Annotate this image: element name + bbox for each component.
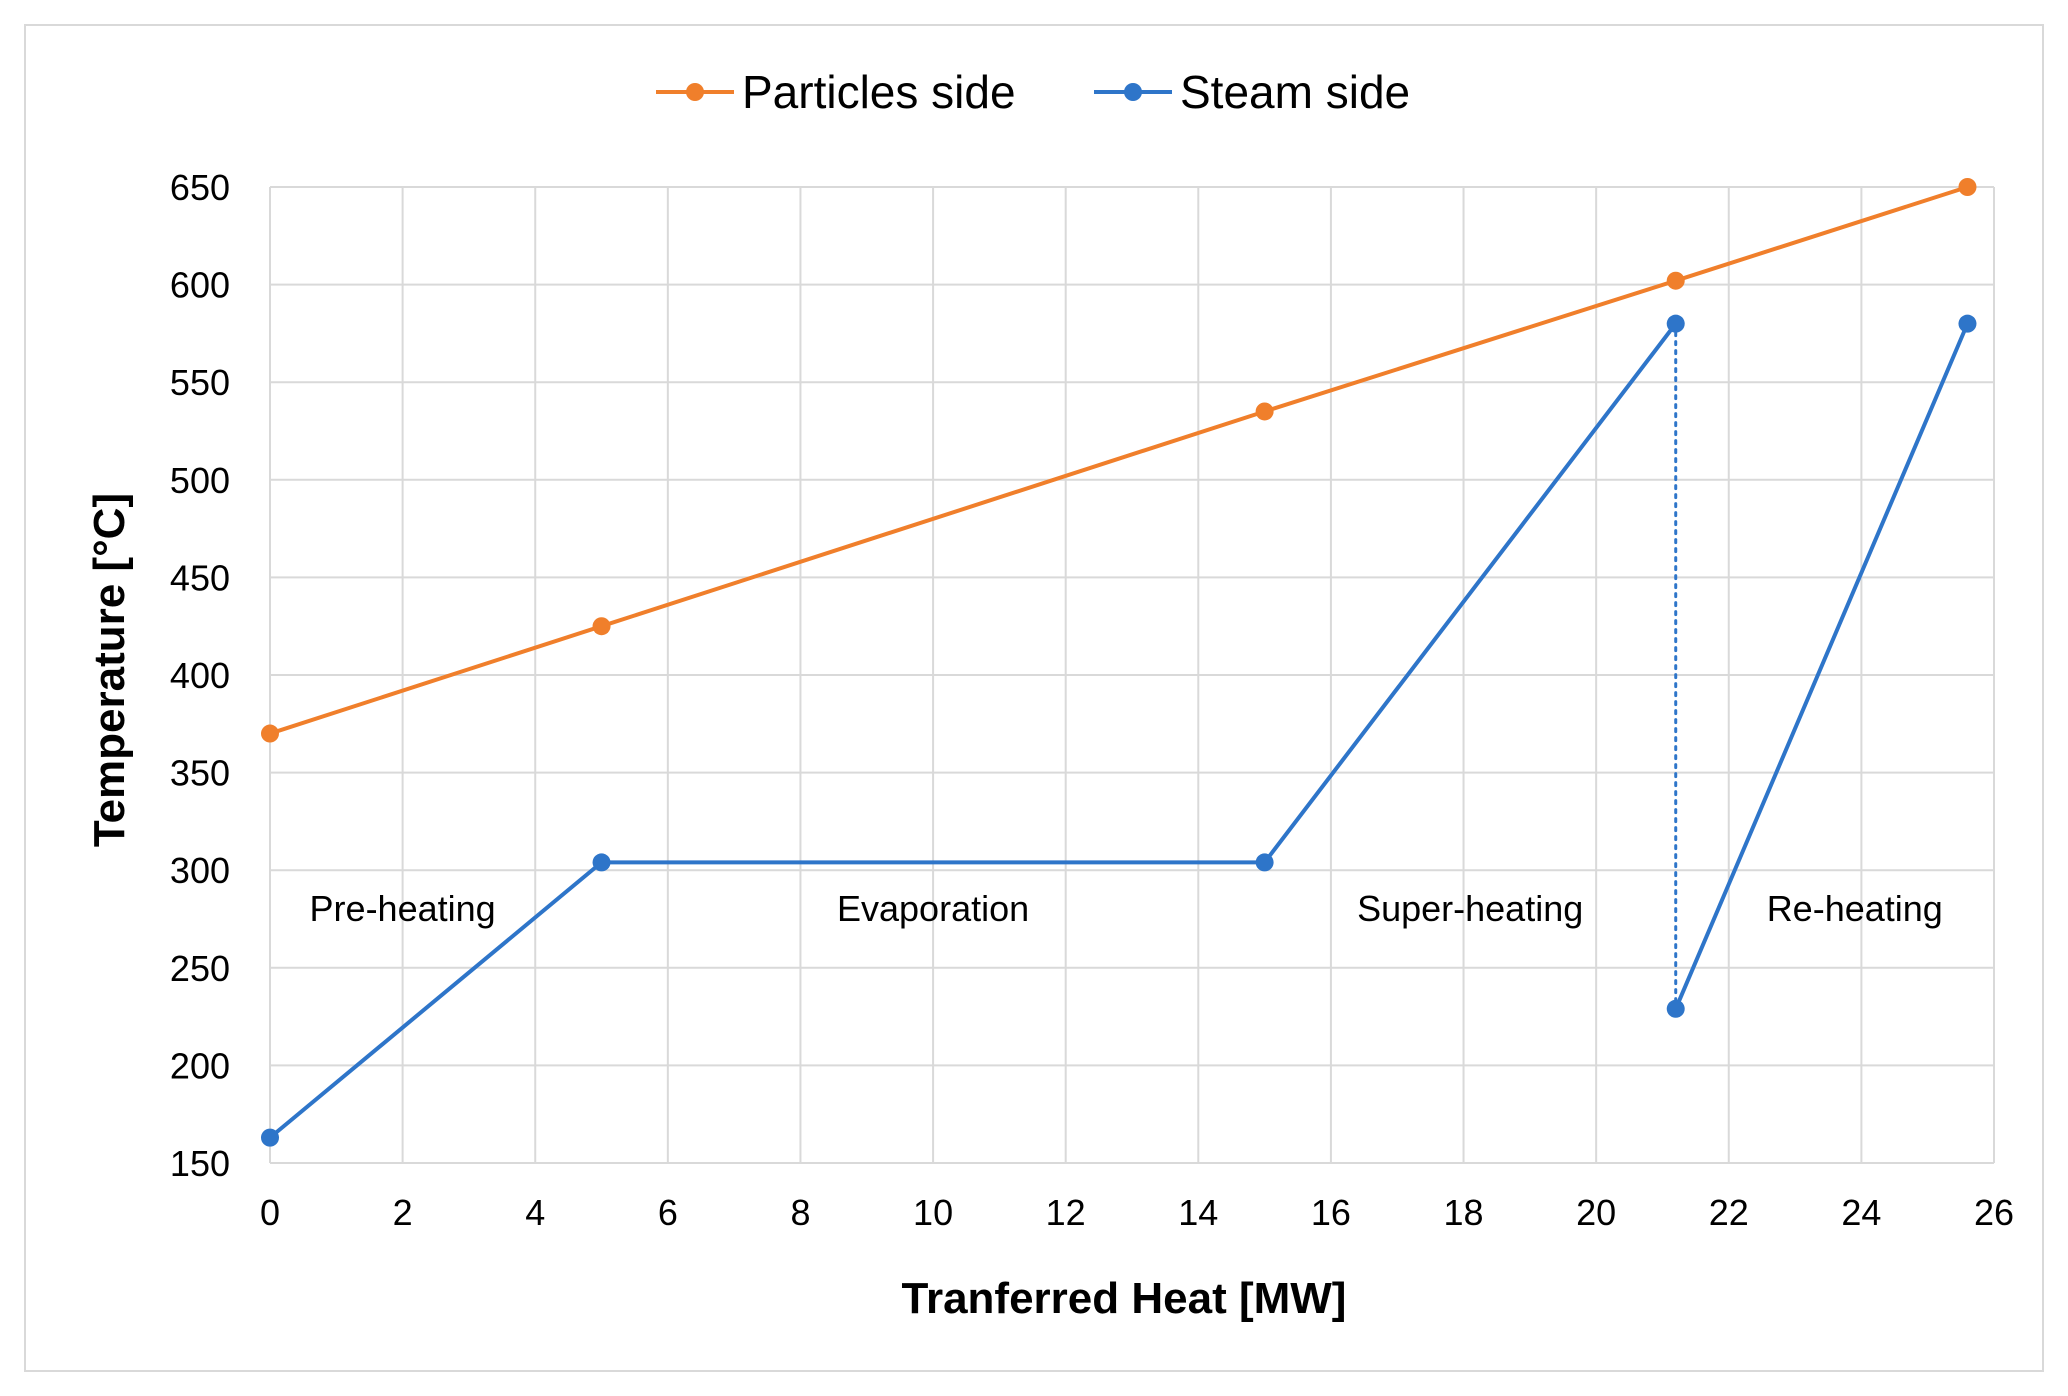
y-tick-label: 250 <box>170 948 230 989</box>
y-tick-label: 600 <box>170 265 230 306</box>
legend-marker <box>1124 83 1142 101</box>
x-tick-label: 26 <box>1974 1192 2014 1233</box>
particles-point <box>1958 178 1977 196</box>
steam-point <box>261 1128 279 1147</box>
legend-label-particles: Particles side <box>742 66 1016 118</box>
chart-frame <box>24 24 2044 1372</box>
y-tick-label: 150 <box>170 1143 230 1184</box>
y-tick-label: 200 <box>170 1045 230 1086</box>
x-tick-label: 6 <box>658 1192 678 1233</box>
x-tick-label: 2 <box>393 1192 413 1233</box>
legend: Particles side Steam side <box>656 66 1410 118</box>
steam-point <box>1255 853 1274 872</box>
region-label: Super-heating <box>1357 888 1583 929</box>
x-axis-title: Tranferred Heat [MW] <box>902 1274 1347 1323</box>
y-tick-label: 500 <box>170 460 230 501</box>
legend-label-steam: Steam side <box>1180 66 1410 118</box>
x-tick-label: 20 <box>1576 1192 1616 1233</box>
x-tick-label: 12 <box>1046 1192 1086 1233</box>
y-axis-title: Temperature [°C] <box>85 493 134 847</box>
x-tick-label: 22 <box>1709 1192 1749 1233</box>
x-tick-label: 10 <box>913 1192 953 1233</box>
x-tick-label: 4 <box>525 1192 545 1233</box>
steam-point <box>1958 314 1977 333</box>
legend-marker <box>686 83 704 101</box>
region-labels: Pre-heating Evaporation Super-heating Re-he… <box>310 888 1943 929</box>
axes: 0 2 4 6 8 10 12 14 16 18 20 22 24 2615020025030035040… <box>170 167 2014 1233</box>
series-line-particles <box>269 185 1969 736</box>
x-tick-label: 24 <box>1841 1192 1881 1233</box>
x-tick-label: 18 <box>1444 1192 1484 1233</box>
steam-point <box>592 853 611 872</box>
y-tick-label: 450 <box>170 557 230 598</box>
y-tick-label: 300 <box>170 850 230 891</box>
particles-point <box>592 617 611 636</box>
region-label: Re-heating <box>1767 888 1943 929</box>
x-tick-label: 16 <box>1311 1192 1351 1233</box>
y-tick-label: 350 <box>170 753 230 794</box>
series-line-steam-reheat <box>1673 322 1970 1010</box>
region-label: Evaporation <box>837 888 1029 929</box>
x-tick-label: 0 <box>260 1192 280 1233</box>
y-tick-label: 650 <box>170 167 230 208</box>
series-line-steam <box>268 322 1678 1140</box>
y-tick-label: 400 <box>170 655 230 696</box>
particles-point <box>1255 402 1274 421</box>
x-tick-label: 14 <box>1178 1192 1218 1233</box>
particles-point <box>261 724 279 743</box>
region-label: Pre-heating <box>310 888 496 929</box>
series-lines <box>268 185 1970 1140</box>
steam-point <box>1666 314 1685 333</box>
y-tick-label: 550 <box>170 362 230 403</box>
particles-point <box>1666 271 1685 290</box>
grid <box>269 186 1995 1164</box>
x-tick-label: 8 <box>790 1192 810 1233</box>
series-points <box>261 178 1977 1147</box>
steam-point <box>1666 999 1685 1018</box>
